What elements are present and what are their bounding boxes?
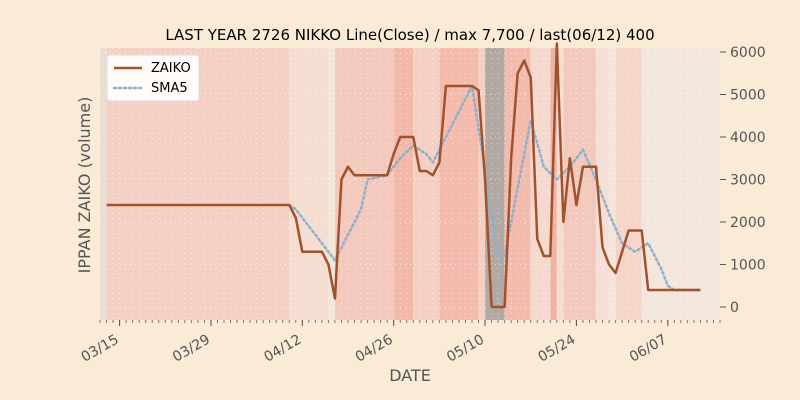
x-tick-label: 04/26 [353,332,396,366]
x-tick-label: 05/10 [444,332,487,366]
y-tick-label: 4000 [730,130,766,146]
y-axis: 0 1000 2000 3000 4000 5000 6000 [720,45,766,316]
x-tick-label: 04/12 [261,332,304,366]
background-band [478,48,486,320]
series-line-zaiko [106,42,701,309]
legend: ZAIKO SMA5 [106,54,200,102]
y-tick-label: 6000 [730,45,766,61]
y-tick-label: 3000 [730,173,766,189]
x-tick-label: 03/29 [170,332,213,366]
x-tick-label: 03/15 [79,332,122,366]
background-band [530,48,551,320]
y-tick-label: 2000 [730,215,766,231]
y-tick-label: 1000 [730,258,766,274]
y-axis-label: IPPAN ZAIKO (volume) [75,97,94,274]
y-tick-label: 0 [730,300,739,316]
legend-label-zaiko: ZAIKO [151,61,191,76]
background-band [328,48,335,320]
background-band [334,48,394,320]
legend-box [106,54,200,102]
y-tick-label: 5000 [730,88,766,104]
x-tick-label: 06/07 [627,332,670,366]
legend-label-sma5: SMA5 [151,81,188,96]
x-tick-label: 05/24 [535,332,578,366]
chart-title: LAST YEAR 2726 NIKKO Line(Close) / max 7… [165,26,654,44]
x-axis-label: DATE [389,366,431,385]
background-band [100,48,107,320]
background-band [556,48,564,320]
series-layer [106,42,702,309]
background-band [609,48,616,320]
series-line-sma5 [288,84,702,292]
x-axis: 03/15 03/29 04/12 04/26 05/10 05/24 06/07 [79,320,721,366]
background-band [393,48,414,320]
